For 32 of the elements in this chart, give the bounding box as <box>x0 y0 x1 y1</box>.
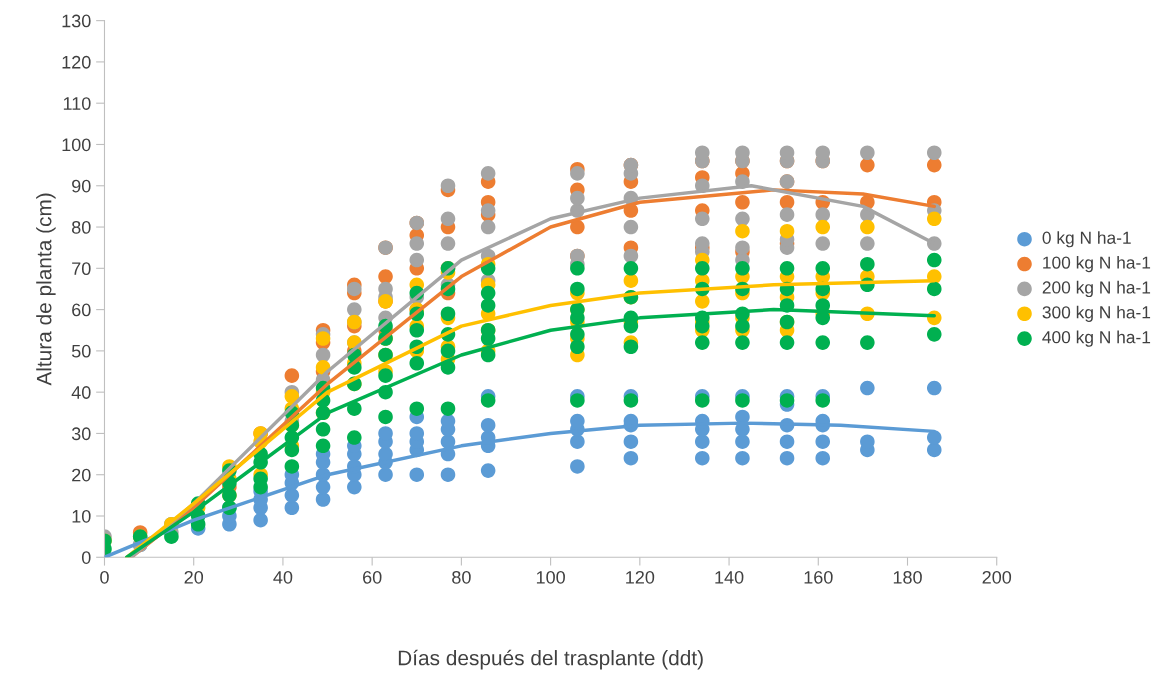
x-tick-label: 140 <box>715 570 744 584</box>
y-tick-label: 120 <box>62 55 91 69</box>
y-tick-label: 40 <box>71 386 91 399</box>
y-tick-label: 30 <box>71 427 91 441</box>
x-tick-label: 200 <box>982 570 1012 584</box>
y-tick-label: 10 <box>72 509 91 523</box>
x-tick-label: 60 <box>363 570 382 584</box>
y-tick-label: 110 <box>63 97 91 110</box>
legend-label: 400 kg N ha-1 <box>1042 330 1151 347</box>
y-tick-label: 70 <box>72 262 91 276</box>
x-tick-label: 0 <box>100 570 109 584</box>
x-tick-label: 100 <box>536 570 565 584</box>
x-tick-label: 180 <box>893 570 922 584</box>
y-tick-label: 0 <box>81 551 91 564</box>
y-tick-label: 100 <box>62 138 91 152</box>
x-axis-title: Días después del trasplante (ddt) <box>398 649 703 670</box>
y-tick-label: 60 <box>72 303 91 317</box>
y-tick-label: 20 <box>72 468 91 482</box>
x-tick-label: 160 <box>804 570 833 584</box>
y-axis-title: Altura de planta (cm) <box>36 193 56 386</box>
legend-label: 0 kg N ha-1 <box>1042 231 1131 248</box>
legend-label: 300 kg N ha-1 <box>1042 305 1151 322</box>
y-tick-label: 50 <box>71 344 91 358</box>
legend-label: 100 kg N ha-1 <box>1043 256 1151 273</box>
y-tick-label: 130 <box>62 14 91 28</box>
x-tick-label: 20 <box>184 570 204 584</box>
x-tick-label: 40 <box>273 570 293 584</box>
x-tick-label: 120 <box>626 570 655 584</box>
y-tick-label: 80 <box>71 220 91 234</box>
legend-label: 200 kg N ha-1 <box>1042 280 1151 298</box>
y-tick-label: 90 <box>72 179 91 193</box>
x-tick-label: 80 <box>452 570 471 584</box>
